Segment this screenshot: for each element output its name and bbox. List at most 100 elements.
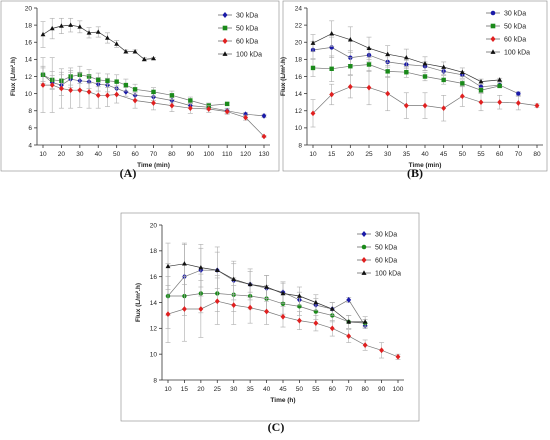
- data-point: [86, 30, 92, 35]
- chart-panel-1: 4 6 8 10 12 14 16 18 20 10 20 30 40 50 60 70 80 90 100 110 1…: [0, 0, 280, 172]
- data-point: [123, 82, 129, 88]
- series-100-kda: [40, 17, 156, 62]
- x-tick-label: 80: [168, 151, 176, 158]
- legend-label: 60 kDa: [504, 36, 526, 43]
- x-tick-label: 100: [393, 386, 404, 393]
- x-tick-label: 40: [95, 151, 103, 158]
- data-point: [516, 91, 521, 96]
- data-point: [58, 85, 64, 92]
- y-tick-label: 4: [28, 142, 32, 149]
- data-point: [182, 261, 187, 266]
- data-point: [490, 49, 496, 54]
- legend-label: 100 kDa: [504, 49, 530, 56]
- y-tick-label: 10: [25, 91, 33, 98]
- x-tick-label: 10: [39, 151, 47, 158]
- data-point: [297, 317, 302, 324]
- legend-label: 50 kDa: [236, 25, 258, 32]
- data-point: [329, 325, 335, 332]
- x-tick-label: 60: [329, 386, 337, 393]
- data-point: [214, 267, 220, 272]
- data-point: [105, 92, 110, 99]
- x-tick-label: 35: [247, 386, 255, 393]
- data-point: [385, 69, 390, 74]
- data-point: [58, 23, 64, 28]
- data-point: [264, 308, 269, 315]
- y-tick-label: 16: [295, 74, 303, 81]
- data-point: [329, 91, 335, 98]
- data-point: [366, 45, 372, 51]
- data-point: [264, 284, 269, 289]
- data-point: [40, 82, 46, 88]
- series-60-kda: [40, 57, 267, 140]
- series-line: [312, 47, 519, 94]
- y-tick-label: 6: [28, 125, 32, 132]
- x-tick-label: 40: [263, 386, 271, 393]
- x-tick-label: 45: [440, 151, 448, 158]
- x-tick-label: 55: [477, 151, 485, 158]
- data-point: [77, 24, 83, 29]
- series-60-kda: [310, 70, 540, 128]
- x-tick-label: 15: [181, 386, 189, 393]
- data-point: [222, 12, 228, 18]
- data-point: [206, 106, 212, 112]
- x-tick-label: 90: [378, 386, 386, 393]
- x-tick-label: 30: [230, 386, 238, 393]
- data-point: [497, 77, 503, 82]
- data-point: [247, 304, 253, 311]
- data-point: [261, 113, 267, 119]
- x-tick-label: 10: [309, 151, 317, 158]
- x-tick-label: 60: [496, 151, 504, 158]
- y-tick-label: 12: [25, 74, 33, 81]
- data-point: [490, 10, 496, 16]
- data-point: [182, 306, 187, 312]
- data-point: [478, 99, 484, 106]
- data-point: [310, 40, 316, 45]
- data-point: [515, 100, 521, 106]
- data-point: [441, 77, 446, 83]
- data-point: [459, 93, 465, 100]
- panel-label: (A): [120, 166, 137, 180]
- data-point: [534, 102, 540, 109]
- data-point: [348, 64, 353, 69]
- y-tick-label: 20: [295, 40, 303, 47]
- data-point: [224, 108, 230, 115]
- data-point: [385, 51, 391, 56]
- data-point: [95, 92, 101, 99]
- data-point: [404, 70, 409, 75]
- data-point: [379, 347, 384, 354]
- x-tick-label: 45: [279, 386, 287, 393]
- series-30-kda: [310, 36, 521, 96]
- x-tick-label: 20: [347, 151, 355, 158]
- x-tick-label: 110: [222, 151, 233, 158]
- y-tick-label: 12: [295, 108, 303, 115]
- data-point: [313, 299, 319, 305]
- panel-label: (B): [407, 166, 423, 180]
- data-point: [243, 111, 249, 118]
- data-point: [123, 49, 129, 54]
- data-point: [297, 293, 302, 298]
- data-point: [77, 87, 83, 94]
- data-point: [366, 62, 372, 67]
- data-point: [231, 276, 237, 282]
- panel-label: (C): [268, 420, 285, 434]
- x-tick-label: 25: [365, 151, 373, 158]
- data-point: [40, 31, 46, 37]
- data-point: [49, 82, 55, 88]
- series-line: [42, 74, 265, 117]
- panel-frame: [0, 0, 280, 172]
- x-axis-label: Time (min): [137, 162, 170, 169]
- data-point: [361, 231, 367, 237]
- data-point: [280, 313, 286, 320]
- data-point: [49, 25, 55, 31]
- legend-label: 100 kDa: [375, 270, 401, 277]
- data-point: [313, 320, 319, 327]
- y-tick-label: 12: [150, 326, 158, 333]
- data-point: [151, 55, 156, 61]
- data-point: [165, 263, 171, 269]
- data-point: [169, 102, 175, 109]
- data-point: [361, 257, 367, 263]
- data-point: [395, 353, 401, 360]
- x-tick-label: 70: [345, 386, 353, 393]
- x-tick-label: 70: [515, 151, 523, 158]
- y-tick-label: 14: [295, 91, 303, 98]
